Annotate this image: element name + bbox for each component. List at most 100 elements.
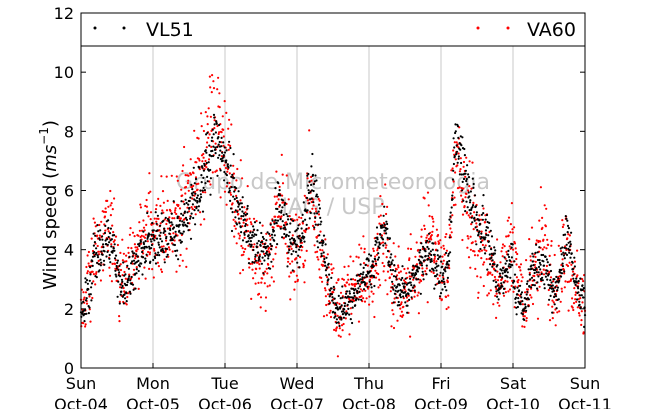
point-vl51 xyxy=(375,226,379,229)
point-vl51 xyxy=(472,182,475,186)
point-vl51 xyxy=(382,244,385,247)
point-vl51 xyxy=(433,287,436,290)
point-vl51 xyxy=(425,241,428,244)
point-vl51 xyxy=(287,245,291,248)
point-vl51 xyxy=(238,208,241,211)
point-vl51 xyxy=(482,212,485,215)
point-va60 xyxy=(218,92,221,95)
point-vl51 xyxy=(164,216,167,219)
point-va60 xyxy=(278,185,281,188)
point-va60 xyxy=(228,172,231,175)
point-va60 xyxy=(514,285,517,288)
point-vl51 xyxy=(148,245,151,248)
point-va60 xyxy=(453,141,456,144)
point-va60 xyxy=(529,255,532,258)
point-vl51 xyxy=(89,293,92,296)
point-va60 xyxy=(426,191,430,194)
point-vl51 xyxy=(448,259,451,263)
point-va60 xyxy=(206,123,209,126)
point-va60 xyxy=(225,185,228,188)
point-vl51 xyxy=(515,313,518,316)
point-vl51 xyxy=(83,320,86,323)
point-vl51 xyxy=(111,251,114,254)
point-vl51 xyxy=(117,280,120,283)
point-vl51 xyxy=(485,233,488,236)
point-vl51 xyxy=(561,265,565,268)
point-vl51 xyxy=(99,258,102,261)
point-va60 xyxy=(467,214,470,217)
point-vl51 xyxy=(437,257,440,261)
point-vl51 xyxy=(502,292,505,295)
point-va60 xyxy=(423,224,426,227)
point-vl51 xyxy=(463,154,466,157)
point-va60 xyxy=(489,289,492,292)
point-va60 xyxy=(409,335,412,338)
point-va60 xyxy=(417,248,420,252)
point-va60 xyxy=(513,242,517,245)
point-vl51 xyxy=(404,277,407,280)
point-vl51 xyxy=(182,230,185,233)
point-vl51 xyxy=(324,243,327,246)
point-vl51 xyxy=(535,271,538,274)
point-va60 xyxy=(280,225,283,228)
point-vl51 xyxy=(407,288,410,291)
point-vl51 xyxy=(457,155,460,158)
point-vl51 xyxy=(218,123,221,127)
point-va60 xyxy=(462,160,466,164)
point-vl51 xyxy=(491,259,494,262)
point-vl51 xyxy=(503,256,506,259)
point-va60 xyxy=(295,257,298,260)
point-va60 xyxy=(316,256,319,259)
point-vl51 xyxy=(349,296,352,299)
point-va60 xyxy=(108,266,111,269)
point-va60 xyxy=(383,232,386,235)
point-va60 xyxy=(193,129,196,132)
point-vl51 xyxy=(282,213,285,216)
point-vl51 xyxy=(141,273,144,276)
point-vl51 xyxy=(563,270,566,273)
point-va60 xyxy=(543,204,546,207)
point-va60 xyxy=(174,209,177,212)
point-vl51 xyxy=(476,228,479,232)
point-va60 xyxy=(165,239,168,242)
point-vl51 xyxy=(189,196,192,199)
point-va60 xyxy=(289,298,292,301)
point-va60 xyxy=(418,281,421,284)
point-vl51 xyxy=(168,221,171,224)
point-va60 xyxy=(420,228,423,231)
point-va60 xyxy=(551,317,554,320)
point-vl51 xyxy=(485,213,489,217)
point-vl51 xyxy=(251,234,254,237)
point-va60 xyxy=(153,247,156,251)
point-vl51 xyxy=(278,210,281,213)
point-vl51 xyxy=(439,271,442,274)
point-vl51 xyxy=(163,261,166,264)
point-vl51 xyxy=(150,240,153,243)
point-va60 xyxy=(264,270,267,273)
point-vl51 xyxy=(428,252,431,255)
point-vl51 xyxy=(291,269,294,272)
point-vl51 xyxy=(194,192,197,195)
point-vl51 xyxy=(276,207,279,211)
point-vl51 xyxy=(209,193,212,196)
point-vl51 xyxy=(412,276,415,279)
point-va60 xyxy=(376,232,379,235)
point-vl51 xyxy=(495,290,498,293)
y-tick-label: 12 xyxy=(54,4,74,23)
point-va60 xyxy=(321,280,324,283)
point-vl51 xyxy=(331,299,334,302)
point-va60 xyxy=(216,124,219,128)
point-va60 xyxy=(159,204,162,207)
point-vl51 xyxy=(384,229,387,232)
point-vl51 xyxy=(577,291,580,294)
point-va60 xyxy=(545,207,548,210)
point-vl51 xyxy=(332,301,335,304)
point-va60 xyxy=(580,323,583,326)
point-vl51 xyxy=(180,212,183,215)
point-vl51 xyxy=(332,310,335,313)
point-va60 xyxy=(116,243,119,247)
point-vl51 xyxy=(235,196,238,199)
point-vl51 xyxy=(575,277,578,280)
point-vl51 xyxy=(166,253,169,256)
point-va60 xyxy=(280,153,283,156)
